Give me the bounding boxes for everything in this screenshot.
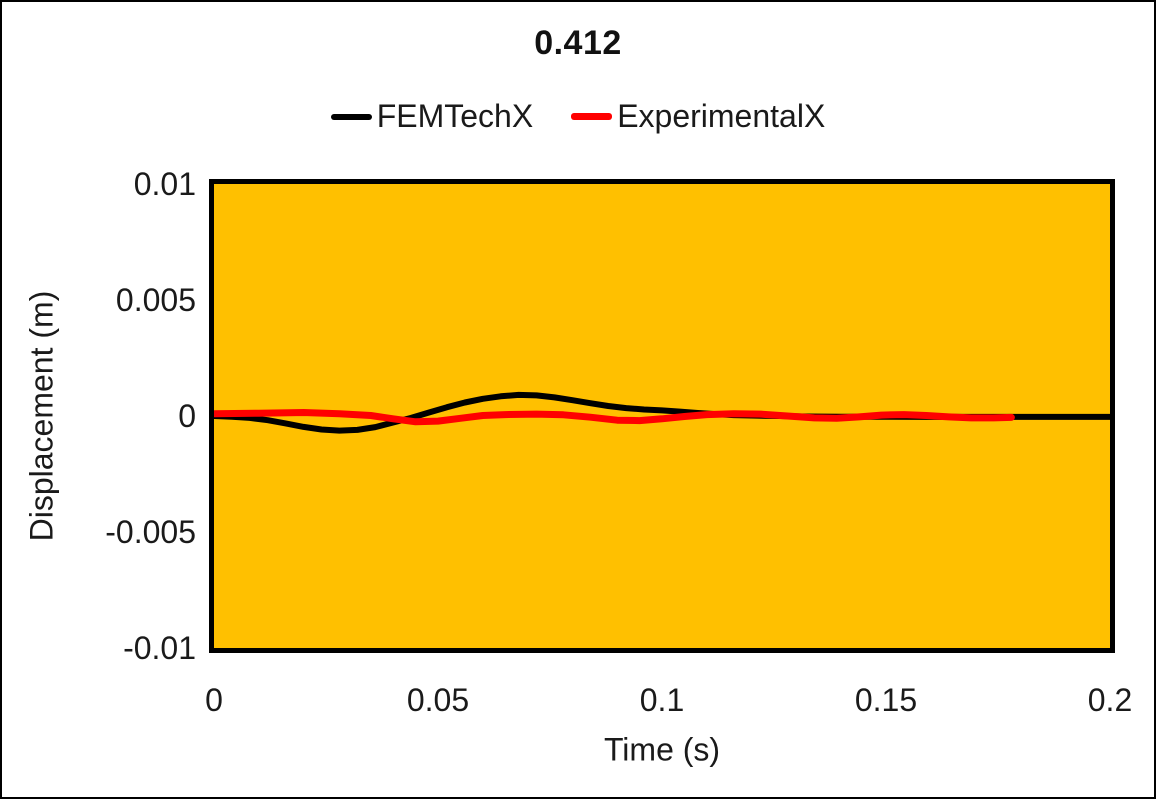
series-line-experimentalx [214, 409, 1015, 426]
x-tick-label: 0.1 [639, 682, 685, 718]
x-tick-label: 0.15 [854, 682, 918, 718]
y-tick-label: 0.01 [133, 166, 196, 202]
y-tick-label: -0.005 [105, 514, 196, 550]
y-tick-label: -0.01 [123, 630, 196, 666]
legend-item-femtechx: FEMTechX [330, 98, 534, 135]
y-tick-label: 0 [178, 398, 196, 434]
x-tick-label: 0.2 [1087, 682, 1133, 718]
x-axis-title: Time (s) [603, 731, 721, 768]
x-tick-label: 0.05 [406, 682, 470, 718]
legend-label-experimentalx: ExperimentalX [617, 98, 826, 134]
x-tick-label: 0 [205, 682, 223, 718]
y-tick-label: 0.005 [115, 282, 196, 318]
legend-label-femtechx: FEMTechX [376, 98, 534, 134]
line-sample-icon [571, 113, 613, 120]
legend-item-experimentalx: ExperimentalX [571, 98, 825, 135]
chart-title: 0.412 [534, 24, 622, 62]
line-sample-icon [330, 113, 372, 120]
legend: FEMTechX ExperimentalX [2, 98, 1154, 135]
series-lines [214, 391, 1110, 434]
plot-area [209, 179, 1115, 653]
